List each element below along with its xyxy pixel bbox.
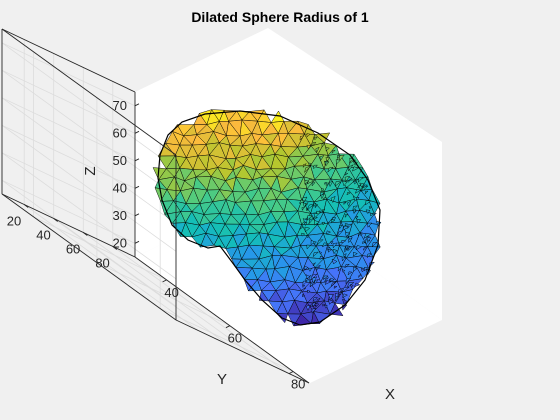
y-tick-label: 60: [66, 242, 80, 257]
z-axis-label: Z: [82, 166, 99, 175]
x-tick-label: 60: [228, 331, 242, 346]
z-tick-label: 60: [113, 125, 127, 140]
z-tick-label: 40: [113, 180, 127, 195]
y-tick-label: 40: [36, 228, 50, 243]
z-tick-label: 30: [113, 208, 127, 223]
x-tick-label: 40: [164, 285, 178, 300]
x-tick-label: 80: [291, 377, 305, 392]
y-tick-label: 20: [7, 214, 21, 229]
y-axis-label: Y: [217, 371, 227, 388]
z-tick-label: 50: [113, 153, 127, 168]
chart-title: Dilated Sphere Radius of 1: [191, 9, 369, 25]
x-axis-label: X: [385, 386, 395, 403]
z-tick-label: 70: [113, 98, 127, 113]
y-tick-label: 80: [95, 256, 109, 271]
